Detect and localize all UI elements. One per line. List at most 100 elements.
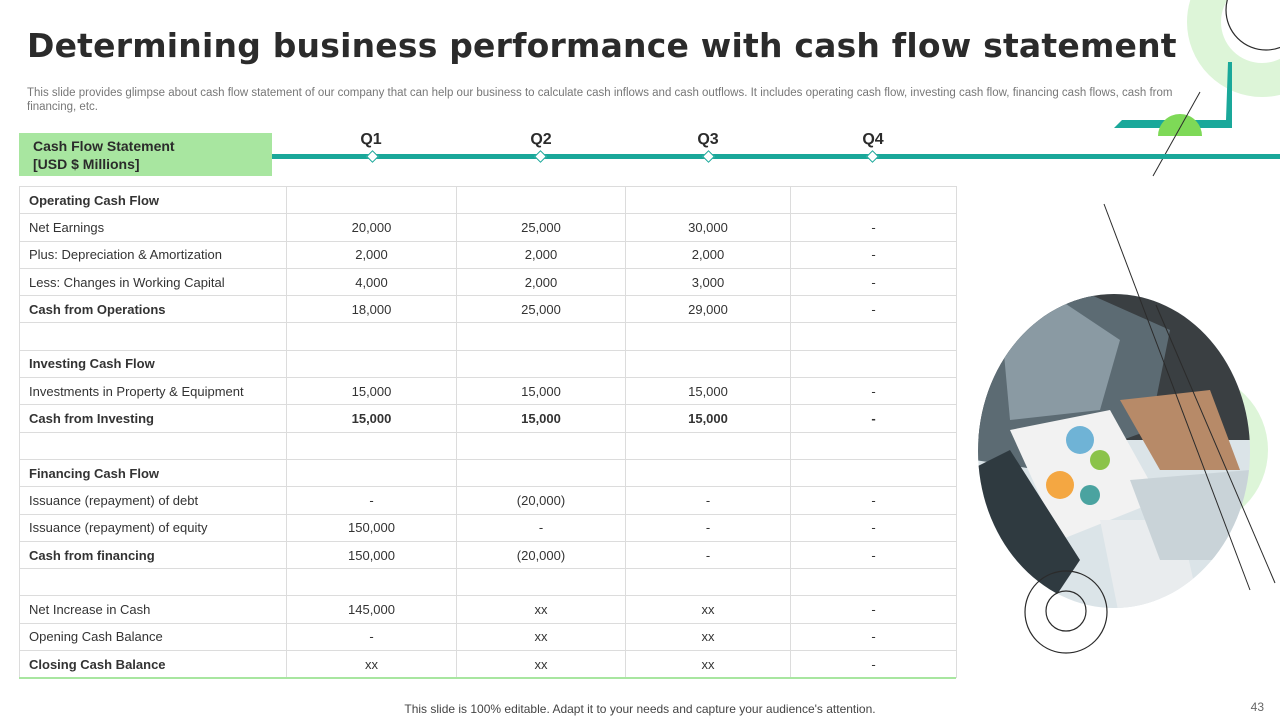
cash-flow-statement-header: Cash Flow Statement [USD $ Millions] bbox=[19, 133, 272, 176]
cell-q2 bbox=[456, 431, 626, 460]
cell-q3 bbox=[625, 322, 791, 351]
table-row bbox=[19, 568, 957, 597]
cell-q1: 15,000 bbox=[286, 377, 457, 406]
cell-q4: - bbox=[790, 295, 957, 324]
header-line-1: Cash Flow Statement bbox=[33, 138, 175, 154]
row-label bbox=[19, 568, 287, 597]
cell-q4: - bbox=[790, 213, 957, 242]
timeline-marker-q3 bbox=[702, 150, 715, 163]
cell-q1: 20,000 bbox=[286, 213, 457, 242]
cell-q4: - bbox=[790, 240, 957, 269]
bottom-rings-decoration bbox=[1024, 570, 1108, 654]
cell-q1 bbox=[286, 349, 457, 379]
cell-q1: 18,000 bbox=[286, 295, 457, 324]
table-row: Investing Cash Flow bbox=[19, 349, 957, 379]
cell-q4: - bbox=[790, 540, 957, 570]
cell-q1: xx bbox=[286, 650, 457, 679]
row-label bbox=[19, 431, 287, 460]
cell-q1: - bbox=[286, 486, 457, 515]
cell-q1: 145,000 bbox=[286, 595, 457, 624]
timeline-marker-q4 bbox=[866, 150, 879, 163]
cell-q2 bbox=[456, 458, 626, 488]
footer-note: This slide is 100% editable. Adapt it to… bbox=[404, 702, 876, 716]
timeline-marker-q1 bbox=[366, 150, 379, 163]
cell-q1: 4,000 bbox=[286, 267, 457, 297]
cell-q1 bbox=[286, 185, 457, 215]
table-row bbox=[19, 431, 957, 460]
cell-q3: 15,000 bbox=[625, 404, 791, 433]
cell-q2: 25,000 bbox=[456, 295, 626, 324]
cell-q4: - bbox=[790, 622, 957, 652]
cell-q1 bbox=[286, 568, 457, 597]
row-label: Plus: Depreciation & Amortization bbox=[19, 240, 287, 269]
cell-q2: 15,000 bbox=[456, 377, 626, 406]
table-row: Financing Cash Flow bbox=[19, 458, 957, 488]
row-label: Less: Changes in Working Capital bbox=[19, 267, 287, 297]
diagonal-lines-decoration bbox=[1103, 203, 1276, 591]
cell-q4: - bbox=[790, 486, 957, 515]
row-label: Net Earnings bbox=[19, 213, 287, 242]
table-row: Less: Changes in Working Capital 4,000 2,0… bbox=[19, 267, 957, 297]
header-line-2: [USD $ Millions] bbox=[33, 156, 140, 172]
cell-q1 bbox=[286, 458, 457, 488]
cell-q3 bbox=[625, 431, 791, 460]
row-label: Operating Cash Flow bbox=[19, 185, 287, 215]
row-label bbox=[19, 322, 287, 351]
row-label: Investments in Property & Equipment bbox=[19, 377, 287, 406]
cell-q2: (20,000) bbox=[456, 486, 626, 515]
cell-q4 bbox=[790, 185, 957, 215]
business-meeting-photo bbox=[978, 294, 1250, 608]
table-row: Plus: Depreciation & Amortization 2,000 2,… bbox=[19, 240, 957, 269]
cell-q2: 2,000 bbox=[456, 267, 626, 297]
row-label: Cash from Investing bbox=[19, 404, 287, 433]
table-row: Cash from Operations 18,000 25,000 29,000- bbox=[19, 295, 957, 324]
table-row: Net Earnings 20,000 25,000 30,000- bbox=[19, 213, 957, 242]
cell-q1 bbox=[286, 431, 457, 460]
cell-q3: - bbox=[625, 540, 791, 570]
cell-q1: 150,000 bbox=[286, 513, 457, 542]
page-number: 43 bbox=[1250, 700, 1264, 714]
cell-q4 bbox=[790, 568, 957, 597]
cell-q4 bbox=[790, 322, 957, 351]
table-row: Issuance (repayment) of debt - (20,000) - - bbox=[19, 486, 957, 515]
cell-q3 bbox=[625, 568, 791, 597]
cell-q3 bbox=[625, 185, 791, 215]
cell-q1 bbox=[286, 322, 457, 351]
slide-title: Determining business performance with ca… bbox=[27, 26, 1177, 65]
cell-q3: - bbox=[625, 486, 791, 515]
cell-q1: 150,000 bbox=[286, 540, 457, 570]
cell-q4: - bbox=[790, 267, 957, 297]
cell-q3 bbox=[625, 458, 791, 488]
row-label: Financing Cash Flow bbox=[19, 458, 287, 488]
quarter-label-q3: Q3 bbox=[697, 131, 719, 148]
cell-q3: xx bbox=[625, 622, 791, 652]
table-row: Closing Cash Balance xx xx xx - bbox=[19, 650, 957, 679]
row-label: Issuance (repayment) of equity bbox=[19, 513, 287, 542]
row-label: Cash from Operations bbox=[19, 295, 287, 324]
cell-q3: xx bbox=[625, 595, 791, 624]
quarter-label-q4: Q4 bbox=[862, 131, 884, 148]
cell-q4: - bbox=[790, 595, 957, 624]
table-bottom-accent bbox=[19, 677, 956, 679]
table-row: Investments in Property & Equipment 15,00… bbox=[19, 377, 957, 406]
cell-q3: 15,000 bbox=[625, 377, 791, 406]
quarter-timeline bbox=[272, 154, 1280, 159]
green-circle-decoration bbox=[1112, 372, 1268, 528]
cell-q2 bbox=[456, 322, 626, 351]
timeline-marker-q2 bbox=[534, 150, 547, 163]
cell-q2: xx bbox=[456, 622, 626, 652]
cell-q4: - bbox=[790, 513, 957, 542]
cell-q2 bbox=[456, 185, 626, 215]
cell-q2: (20,000) bbox=[456, 540, 626, 570]
cell-q1: 15,000 bbox=[286, 404, 457, 433]
cell-q2: xx bbox=[456, 650, 626, 679]
table-row: Cash from Investing 15,000 15,000 15,000- bbox=[19, 404, 957, 433]
table-row: Cash from financing 150,000 (20,000) - - bbox=[19, 540, 957, 570]
table-row bbox=[19, 322, 957, 351]
cell-q3: 2,000 bbox=[625, 240, 791, 269]
quarter-label-q2: Q2 bbox=[530, 131, 552, 148]
cell-q4: - bbox=[790, 404, 957, 433]
cell-q3: 30,000 bbox=[625, 213, 791, 242]
row-label: Investing Cash Flow bbox=[19, 349, 287, 379]
cell-q3: 3,000 bbox=[625, 267, 791, 297]
